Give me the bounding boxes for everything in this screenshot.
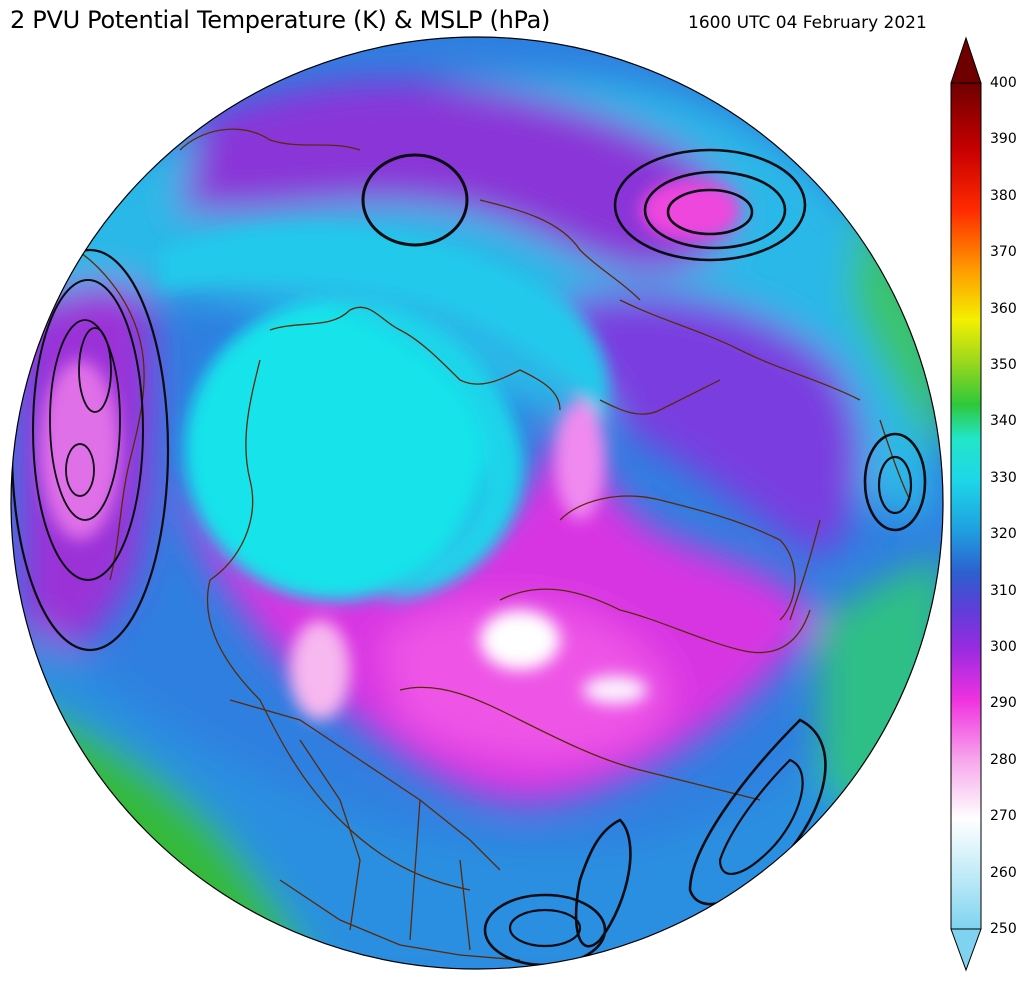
colorbar-tick-label: 390 <box>990 131 1017 148</box>
chart-title: 2 PVU Potential Temperature (K) & MSLP (… <box>10 6 551 34</box>
theta-field <box>11 37 943 969</box>
colorbar-tick-label: 310 <box>990 582 1017 599</box>
colorbar-tick-label: 350 <box>990 357 1017 373</box>
colorbar-tick-label: 320 <box>990 526 1017 543</box>
valid-time: 1600 UTC 04 February 2021 <box>688 13 927 33</box>
colorbar-tick-label: 330 <box>990 469 1017 486</box>
coastlines <box>59 128 911 961</box>
colorbar <box>950 36 982 972</box>
colorbar-tick-label: 300 <box>990 639 1017 655</box>
colorbar-tick-label: 370 <box>990 244 1017 261</box>
map-boundary <box>10 36 944 970</box>
colorbar-tick-label: 290 <box>990 695 1017 712</box>
polar-map <box>10 36 944 970</box>
colorbar-tick-label: 360 <box>990 300 1017 317</box>
colorbar-tick-label: 260 <box>990 864 1017 881</box>
colorbar-tick-label: 270 <box>990 808 1017 825</box>
colorbar-tick-label: 340 <box>990 413 1017 430</box>
colorbar-tick-label: 280 <box>990 751 1017 768</box>
colorbar-tick-label: 400 <box>990 75 1017 91</box>
colorbar-tick-label: 380 <box>990 187 1017 204</box>
colorbar-tick-label: 250 <box>990 921 1017 937</box>
